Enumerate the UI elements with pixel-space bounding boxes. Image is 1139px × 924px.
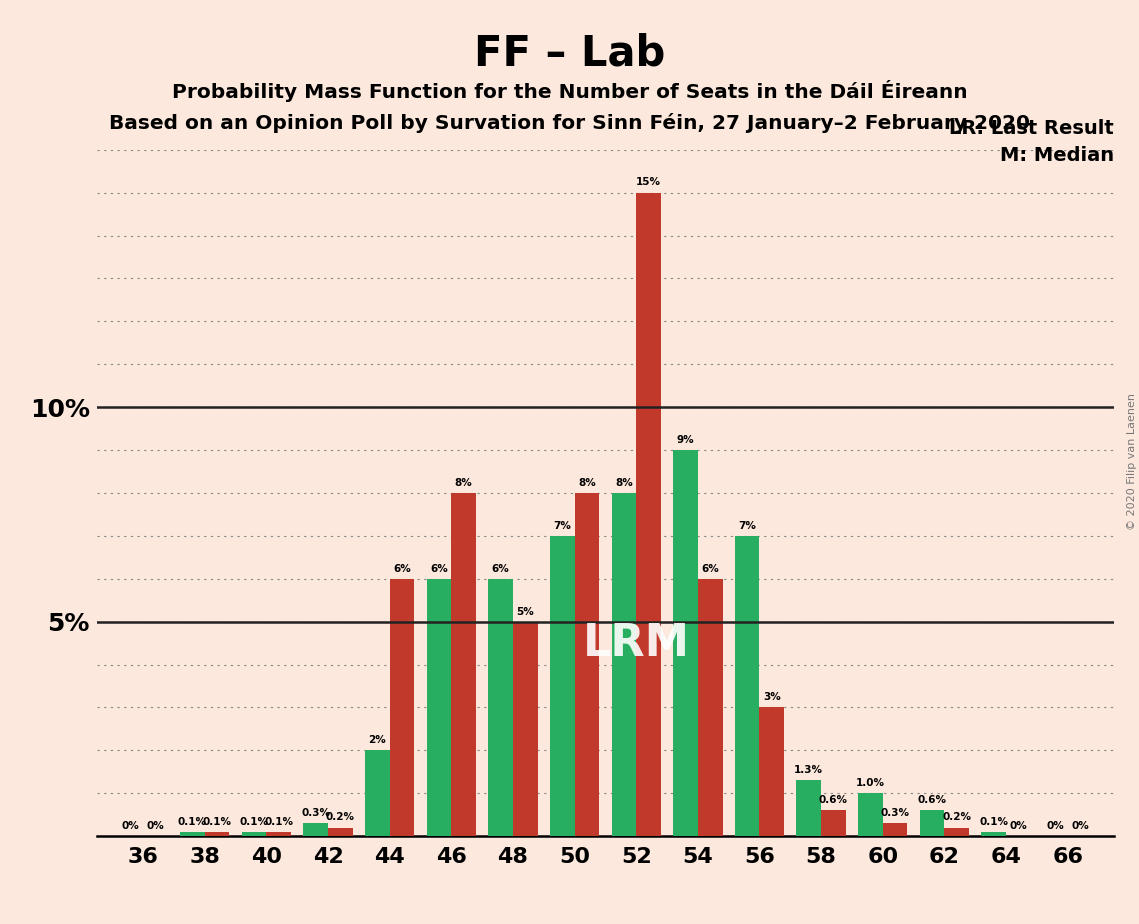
Text: 0%: 0% <box>122 821 140 831</box>
Bar <box>574 493 599 836</box>
Bar <box>944 828 969 836</box>
Text: 5%: 5% <box>516 606 534 616</box>
Bar <box>796 781 821 836</box>
Text: LRM: LRM <box>583 622 690 664</box>
Text: 15%: 15% <box>636 177 661 188</box>
Bar <box>513 622 538 836</box>
Text: 0.1%: 0.1% <box>980 817 1008 827</box>
Bar <box>673 450 698 836</box>
Text: 0%: 0% <box>1047 821 1064 831</box>
Bar <box>427 578 451 836</box>
Text: 6%: 6% <box>431 564 448 574</box>
Text: 0%: 0% <box>1071 821 1089 831</box>
Bar <box>821 810 846 836</box>
Text: 0.6%: 0.6% <box>918 796 947 806</box>
Text: 8%: 8% <box>615 478 633 488</box>
Bar <box>328 828 353 836</box>
Bar <box>451 493 476 836</box>
Bar <box>858 794 883 836</box>
Bar <box>267 832 290 836</box>
Text: 3%: 3% <box>763 692 780 702</box>
Text: 0%: 0% <box>147 821 164 831</box>
Text: 0.3%: 0.3% <box>880 808 910 818</box>
Bar <box>735 536 760 836</box>
Bar <box>760 708 784 836</box>
Text: LR: Last Result: LR: Last Result <box>949 119 1114 138</box>
Bar <box>883 823 908 836</box>
Text: 1.3%: 1.3% <box>794 765 823 775</box>
Bar <box>920 810 944 836</box>
Bar <box>205 832 229 836</box>
Text: © 2020 Filip van Laenen: © 2020 Filip van Laenen <box>1128 394 1137 530</box>
Text: 0%: 0% <box>1009 821 1027 831</box>
Text: 0.1%: 0.1% <box>239 817 269 827</box>
Text: 0.1%: 0.1% <box>264 817 293 827</box>
Text: 0.2%: 0.2% <box>326 812 355 822</box>
Bar <box>364 750 390 836</box>
Bar <box>390 578 415 836</box>
Text: 0.1%: 0.1% <box>178 817 207 827</box>
Text: 7%: 7% <box>738 521 756 530</box>
Text: Probability Mass Function for the Number of Seats in the Dáil Éireann: Probability Mass Function for the Number… <box>172 80 967 103</box>
Bar <box>698 578 722 836</box>
Bar <box>550 536 574 836</box>
Bar <box>982 832 1006 836</box>
Text: 0.6%: 0.6% <box>819 796 847 806</box>
Bar <box>303 823 328 836</box>
Bar <box>637 192 661 836</box>
Text: 2%: 2% <box>368 736 386 746</box>
Bar <box>612 493 637 836</box>
Text: 0.1%: 0.1% <box>203 817 231 827</box>
Text: 8%: 8% <box>454 478 473 488</box>
Bar <box>180 832 205 836</box>
Text: FF – Lab: FF – Lab <box>474 32 665 74</box>
Text: Based on an Opinion Poll by Survation for Sinn Féin, 27 January–2 February 2020: Based on an Opinion Poll by Survation fo… <box>109 113 1030 133</box>
Text: 0.2%: 0.2% <box>942 812 972 822</box>
Bar <box>489 578 513 836</box>
Text: 0.3%: 0.3% <box>301 808 330 818</box>
Text: M: Median: M: Median <box>1000 146 1114 165</box>
Text: 6%: 6% <box>702 564 719 574</box>
Text: 6%: 6% <box>393 564 411 574</box>
Text: 8%: 8% <box>577 478 596 488</box>
Text: 9%: 9% <box>677 435 695 444</box>
Bar <box>241 832 267 836</box>
Text: 7%: 7% <box>554 521 571 530</box>
Text: 1.0%: 1.0% <box>855 778 885 788</box>
Text: 6%: 6% <box>492 564 509 574</box>
